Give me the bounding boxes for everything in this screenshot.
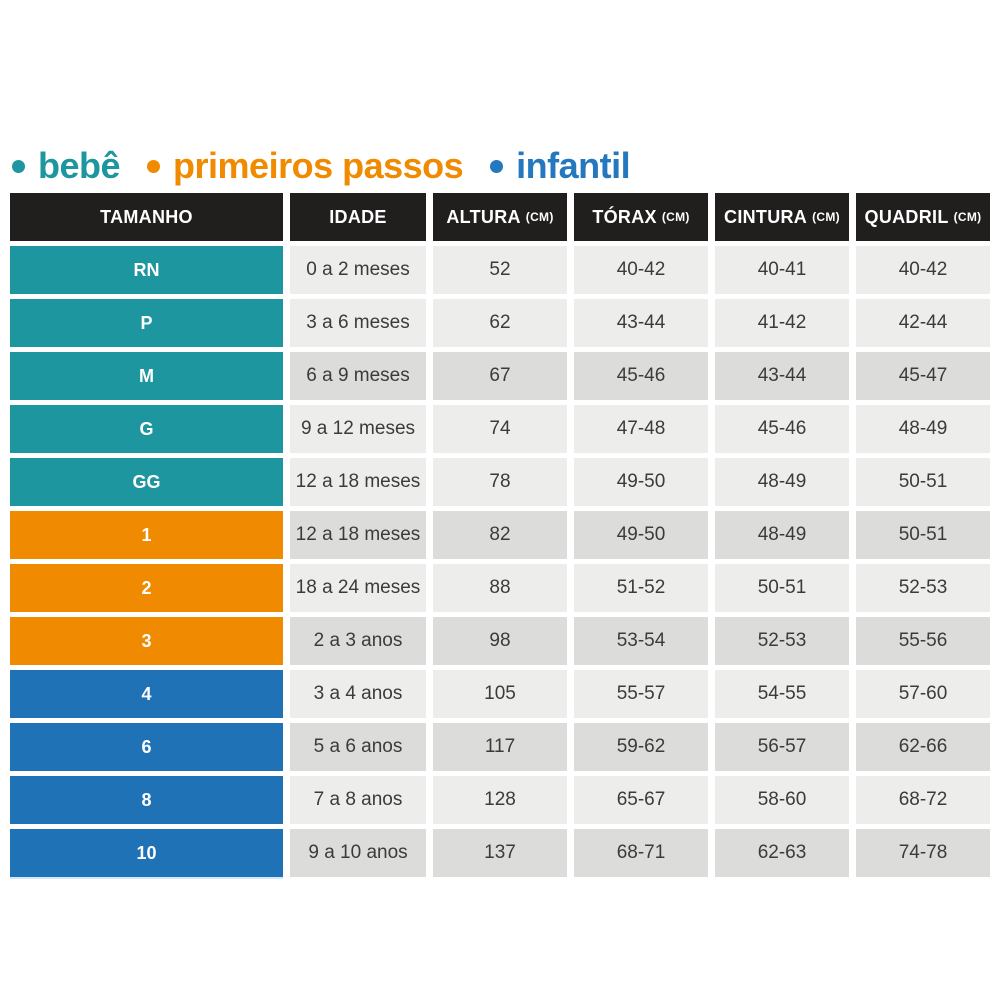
column-header-torax: TÓRAX (CM) <box>574 193 708 241</box>
header-label: IDADE <box>329 206 387 227</box>
cintura-cell: 48-49 <box>715 511 849 559</box>
torax-cell: 53-54 <box>574 617 708 665</box>
cintura-cell: 40-41 <box>715 246 849 294</box>
size-cell: G <box>10 405 283 453</box>
idade-cell: 9 a 10 anos <box>290 829 426 877</box>
cintura-cell: 50-51 <box>715 564 849 612</box>
cintura-cell: 58-60 <box>715 776 849 824</box>
cintura-cell: 41-42 <box>715 299 849 347</box>
column-header-idade: IDADE <box>290 193 426 241</box>
header-unit: (CM) <box>661 210 690 224</box>
idade-cell: 12 a 18 meses <box>290 458 426 506</box>
column-header-tamanho: TAMANHO <box>10 193 283 241</box>
size-cell: M <box>10 352 283 400</box>
altura-cell: 62 <box>433 299 567 347</box>
legend-item-infantil: infantil <box>490 145 631 187</box>
quadril-cell: 42-44 <box>856 299 990 347</box>
header-label: ALTURA <box>446 206 521 227</box>
altura-cell: 117 <box>433 723 567 771</box>
header-label: QUADRIL <box>864 206 949 227</box>
altura-cell: 98 <box>433 617 567 665</box>
cintura-cell: 52-53 <box>715 617 849 665</box>
altura-cell: 82 <box>433 511 567 559</box>
idade-cell: 5 a 6 anos <box>290 723 426 771</box>
idade-cell: 12 a 18 meses <box>290 511 426 559</box>
header-unit: (CM) <box>953 210 982 224</box>
torax-cell: 45-46 <box>574 352 708 400</box>
torax-cell: 49-50 <box>574 458 708 506</box>
torax-cell: 68-71 <box>574 829 708 877</box>
torax-cell: 59-62 <box>574 723 708 771</box>
quadril-cell: 74-78 <box>856 829 990 877</box>
size-cell: 10 <box>10 829 283 877</box>
quadril-cell: 45-47 <box>856 352 990 400</box>
header-unit: (CM) <box>812 210 840 224</box>
category-legend: bebê primeiros passos infantil <box>12 144 657 188</box>
quadril-cell: 50-51 <box>856 458 990 506</box>
bullet-icon <box>490 159 504 173</box>
cintura-cell: 56-57 <box>715 723 849 771</box>
cintura-cell: 45-46 <box>715 405 849 453</box>
idade-cell: 2 a 3 anos <box>290 617 426 665</box>
cintura-cell: 48-49 <box>715 458 849 506</box>
idade-cell: 6 a 9 meses <box>290 352 426 400</box>
cintura-cell: 62-63 <box>715 829 849 877</box>
idade-cell: 3 a 4 anos <box>290 670 426 718</box>
legend-item-bebe: bebê <box>12 145 121 187</box>
size-table: TAMANHO IDADE ALTURA (CM) TÓRAX (CM) CINTU… <box>10 193 990 877</box>
header-label: TAMANHO <box>100 206 193 227</box>
size-cell: 2 <box>10 564 283 612</box>
bullet-icon <box>12 159 25 173</box>
header-label: TÓRAX <box>592 206 657 227</box>
legend-item-primeiros-passos: primeiros passos <box>147 145 464 187</box>
column-header-cintura: CINTURA (CM) <box>715 193 849 241</box>
header-label: CINTURA <box>724 206 808 227</box>
altura-cell: 88 <box>433 564 567 612</box>
size-cell: P <box>10 299 283 347</box>
quadril-cell: 55-56 <box>856 617 990 665</box>
column-header-altura: ALTURA (CM) <box>433 193 567 241</box>
torax-cell: 55-57 <box>574 670 708 718</box>
torax-cell: 49-50 <box>574 511 708 559</box>
altura-cell: 52 <box>433 246 567 294</box>
size-cell: 1 <box>10 511 283 559</box>
altura-cell: 78 <box>433 458 567 506</box>
bullet-icon <box>147 159 161 173</box>
size-cell: 4 <box>10 670 283 718</box>
size-cell: 3 <box>10 617 283 665</box>
size-cell: RN <box>10 246 283 294</box>
torax-cell: 65-67 <box>574 776 708 824</box>
altura-cell: 67 <box>433 352 567 400</box>
quadril-cell: 52-53 <box>856 564 990 612</box>
altura-cell: 128 <box>433 776 567 824</box>
idade-cell: 0 a 2 meses <box>290 246 426 294</box>
legend-label: bebê <box>38 145 121 186</box>
size-cell: 6 <box>10 723 283 771</box>
idade-cell: 9 a 12 meses <box>290 405 426 453</box>
torax-cell: 43-44 <box>574 299 708 347</box>
cintura-cell: 54-55 <box>715 670 849 718</box>
quadril-cell: 57-60 <box>856 670 990 718</box>
size-cell: 8 <box>10 776 283 824</box>
torax-cell: 47-48 <box>574 405 708 453</box>
idade-cell: 18 a 24 meses <box>290 564 426 612</box>
quadril-cell: 62-66 <box>856 723 990 771</box>
quadril-cell: 48-49 <box>856 405 990 453</box>
cintura-cell: 43-44 <box>715 352 849 400</box>
size-cell: GG <box>10 458 283 506</box>
quadril-cell: 50-51 <box>856 511 990 559</box>
torax-cell: 40-42 <box>574 246 708 294</box>
quadril-cell: 68-72 <box>856 776 990 824</box>
torax-cell: 51-52 <box>574 564 708 612</box>
altura-cell: 137 <box>433 829 567 877</box>
column-header-quadril: QUADRIL (CM) <box>856 193 990 241</box>
altura-cell: 74 <box>433 405 567 453</box>
idade-cell: 7 a 8 anos <box>290 776 426 824</box>
header-unit: (CM) <box>525 210 554 224</box>
quadril-cell: 40-42 <box>856 246 990 294</box>
idade-cell: 3 a 6 meses <box>290 299 426 347</box>
legend-label: infantil <box>516 145 631 186</box>
altura-cell: 105 <box>433 670 567 718</box>
legend-label: primeiros passos <box>173 145 464 186</box>
